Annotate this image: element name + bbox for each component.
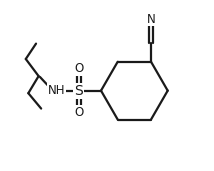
Text: O: O [74, 106, 83, 119]
Text: NH: NH [48, 84, 65, 97]
Text: O: O [74, 62, 83, 75]
Text: N: N [147, 12, 155, 25]
Text: S: S [74, 84, 83, 98]
